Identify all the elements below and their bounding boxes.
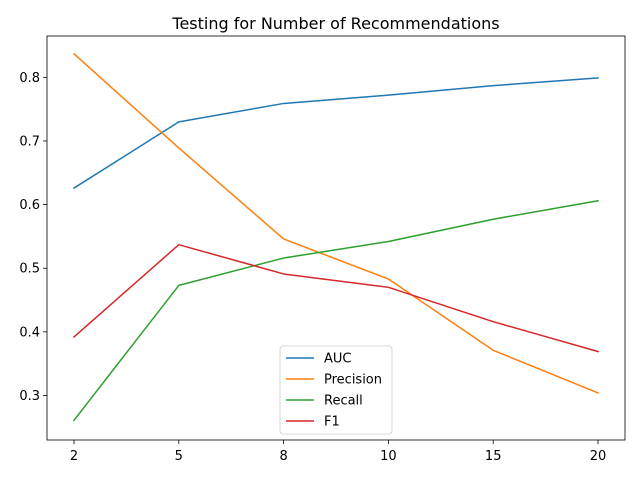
- legend: AUC Precision Recall F1: [279, 345, 393, 435]
- y-tick-label: 0.7: [19, 134, 40, 149]
- plot-area: [72, 52, 599, 422]
- axes: 2 5 8 10 15 20 0.3 0.4 0.5 0.6 0.7 0.8: [19, 35, 626, 464]
- series-line-precision: [72, 52, 599, 394]
- y-tick-label: 0.4: [19, 325, 40, 340]
- x-tick-label: 8: [279, 449, 287, 464]
- chart-title: Testing for Number of Recommendations: [171, 14, 499, 33]
- x-tick-label: 20: [590, 449, 607, 464]
- series-line-recall: [72, 199, 599, 422]
- series-line-f1: [72, 243, 599, 353]
- y-tick-label: 0.3: [19, 389, 40, 404]
- legend-label-auc: AUC: [324, 352, 352, 367]
- x-tick-label: 10: [380, 449, 397, 464]
- legend-label-precision: Precision: [324, 373, 382, 388]
- y-tick-label: 0.6: [19, 198, 40, 213]
- legend-label-recall: Recall: [324, 394, 363, 409]
- y-tick-label: 0.8: [19, 71, 40, 86]
- legend-box: [279, 345, 393, 435]
- x-tick-label: 15: [485, 449, 502, 464]
- y-tick-label: 0.5: [19, 262, 40, 277]
- x-tick-label: 2: [70, 449, 78, 464]
- axes-frame: [46, 35, 626, 441]
- x-tick-label: 5: [175, 449, 183, 464]
- legend-label-f1: F1: [324, 415, 340, 430]
